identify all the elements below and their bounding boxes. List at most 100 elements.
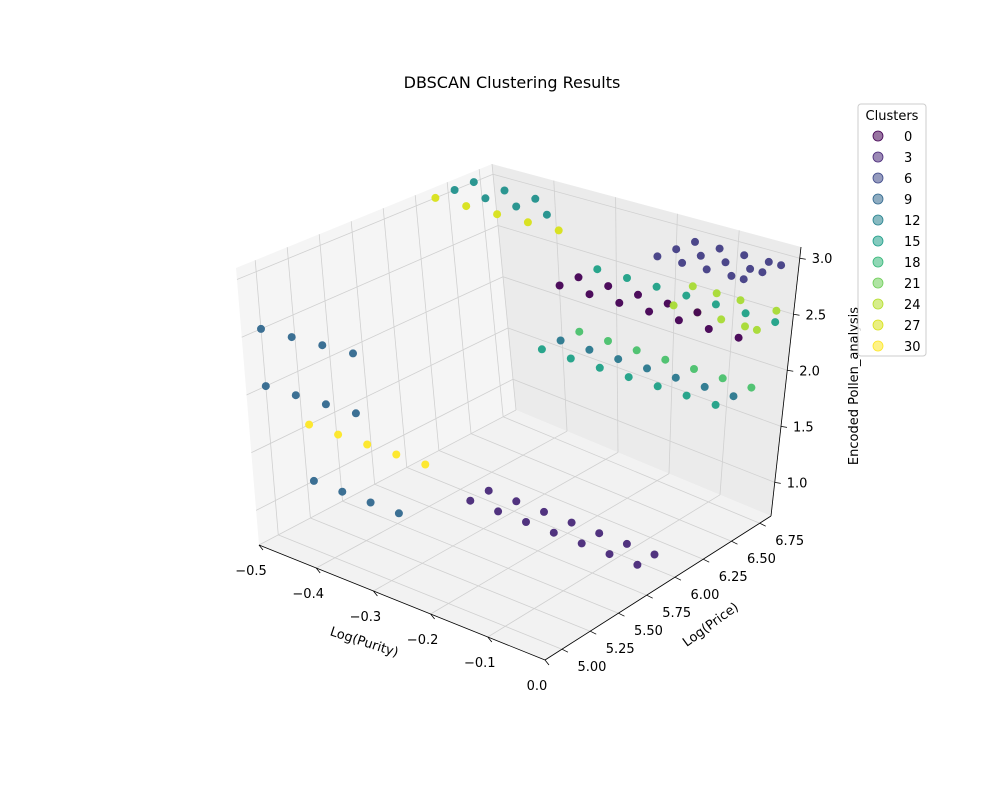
z-tick-label-mark <box>787 369 794 372</box>
data-point <box>500 186 509 195</box>
data-point <box>702 265 711 274</box>
data-point <box>741 309 750 318</box>
z-tick-label-mark <box>793 313 800 316</box>
data-point <box>531 194 540 203</box>
grid-line <box>615 197 619 453</box>
x-tick-label: −0.1 <box>464 656 496 671</box>
data-point <box>729 392 738 401</box>
data-point <box>700 382 709 391</box>
grid-line <box>382 208 408 468</box>
data-point <box>652 282 661 291</box>
grid-line <box>446 182 472 434</box>
grid-line <box>246 276 504 396</box>
data-point <box>690 365 698 373</box>
x-tick-label: 0.0 <box>527 679 548 694</box>
y-tick-label-mark <box>674 576 682 581</box>
y-tick-label-mark <box>731 540 738 545</box>
data-point <box>469 178 478 187</box>
y-tick-label-mark <box>759 522 766 527</box>
data-point <box>585 290 594 299</box>
z-tick-label-mark <box>799 257 806 260</box>
z-axis-line <box>770 246 802 517</box>
grid-line <box>487 494 721 638</box>
data-point <box>739 275 748 284</box>
y-axis-line <box>544 515 772 661</box>
z-tick-label-mark <box>774 481 781 484</box>
data-point <box>593 265 602 274</box>
grid-line <box>414 195 440 451</box>
grid-line <box>251 327 509 454</box>
grid-line <box>310 517 591 632</box>
grid-line <box>507 327 782 427</box>
data-point <box>575 327 584 336</box>
data-point <box>595 363 604 372</box>
legend-marker <box>872 151 884 163</box>
legend-marker <box>872 298 884 310</box>
data-point <box>650 550 659 559</box>
data-point <box>567 518 576 527</box>
data-point <box>394 509 403 518</box>
data-point <box>712 289 721 298</box>
data-point <box>704 325 713 333</box>
data-point <box>711 300 720 309</box>
data-point <box>421 460 430 469</box>
data-point <box>632 346 641 355</box>
data-point <box>746 264 755 273</box>
data-point <box>614 355 623 364</box>
data-point <box>577 539 586 548</box>
data-point <box>257 324 265 333</box>
grid-line <box>512 378 775 483</box>
data-point <box>450 186 459 194</box>
data-point <box>431 193 440 202</box>
data-point <box>682 291 691 300</box>
data-point <box>711 400 720 409</box>
y-tick-label: 5.25 <box>606 642 635 657</box>
grid-line <box>719 230 740 495</box>
data-point <box>736 296 745 305</box>
axis-panes <box>236 164 801 660</box>
legend-entries: 0 3 6 9 12 15 18 21 24 27 30 <box>872 130 921 355</box>
grid-line <box>374 483 647 596</box>
data-point <box>721 258 730 267</box>
data-point <box>261 382 270 391</box>
y-tick-label-mark <box>646 594 653 599</box>
grid-line <box>492 173 800 259</box>
grid-lines <box>236 163 802 661</box>
data-point <box>622 539 631 548</box>
axis-lines <box>258 246 802 661</box>
legend-marker <box>872 235 884 247</box>
grid-line <box>470 433 732 542</box>
x-tick-label-mark <box>544 659 550 666</box>
data-point <box>574 273 583 282</box>
x-tick-label: −0.5 <box>235 564 267 579</box>
y-tick-label-mark <box>561 648 569 653</box>
legend-label: 12 <box>904 214 921 229</box>
grid-line <box>241 225 499 338</box>
legend-label: 30 <box>904 340 921 355</box>
grid-line <box>502 276 788 371</box>
data-point <box>740 251 749 260</box>
data-point <box>605 550 614 559</box>
data-point <box>554 226 563 235</box>
data-point <box>512 202 521 211</box>
data-point <box>493 210 502 219</box>
grid-line <box>438 450 704 560</box>
legend-marker <box>872 319 884 331</box>
z-tick-label-mark <box>780 425 788 428</box>
left-wall-pane <box>236 164 516 545</box>
data-point <box>688 282 697 291</box>
data-point <box>691 237 699 246</box>
grid-line <box>373 452 619 592</box>
y-tick-label-mark <box>590 630 597 635</box>
legend-label: 21 <box>904 277 921 292</box>
legend-marker <box>872 214 884 226</box>
data-point <box>555 281 564 290</box>
data-point <box>287 333 296 342</box>
y-tick-label-mark <box>703 558 710 563</box>
legend-marker <box>872 256 884 268</box>
tick-labels: −0.5 −0.4 −0.3 −0.2 −0.1 0.0 5.005.25 5.50 5.75 6… <box>235 252 832 694</box>
y-tick-label: 6.25 <box>719 570 748 585</box>
data-point <box>634 290 642 299</box>
data-point <box>291 391 300 400</box>
